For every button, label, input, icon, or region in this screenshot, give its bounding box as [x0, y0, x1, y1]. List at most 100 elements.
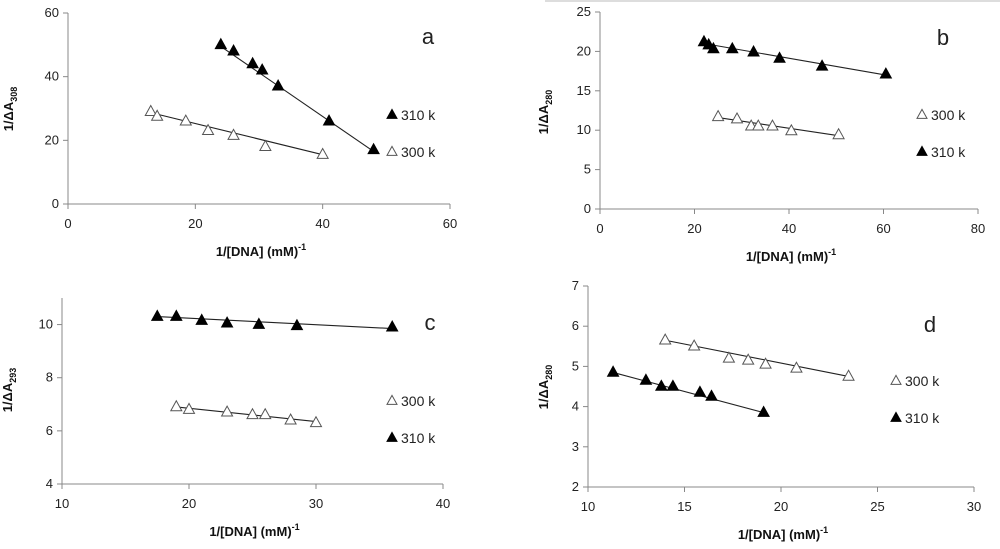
data-point: [751, 119, 765, 131]
data-point: [195, 313, 209, 325]
data-point: [259, 139, 272, 151]
series-filled-1: [606, 365, 770, 417]
y-tick-label: 7: [572, 278, 579, 293]
x-tick-label: 25: [870, 499, 884, 514]
y-tick-label: 6: [46, 423, 53, 438]
data-point: [246, 56, 259, 69]
x-tick-label: 20: [687, 221, 701, 236]
legend-entry: 300 k: [916, 107, 966, 123]
data-point: [220, 405, 234, 417]
data-point: [879, 67, 893, 79]
legend-label: 310 k: [401, 107, 436, 123]
series-open-0: [658, 333, 855, 381]
data-point: [766, 119, 779, 131]
legend-marker: [916, 108, 928, 119]
x-tick-label: 10: [581, 499, 595, 514]
data-point: [722, 351, 736, 363]
series-open-0: [169, 399, 323, 428]
y-axis-title: 1/ΔA280: [536, 365, 554, 410]
y-tick-label: 25: [577, 4, 591, 19]
y-tick-label: 2: [572, 479, 579, 494]
legend-entry: 310 k: [890, 410, 940, 426]
data-point: [255, 63, 269, 75]
x-tick-label: 20: [188, 216, 202, 231]
y-tick-label: 5: [572, 358, 579, 373]
data-point: [757, 405, 770, 417]
legend-marker: [890, 411, 902, 422]
data-point: [309, 415, 323, 428]
fit-line: [150, 112, 323, 156]
data-point: [144, 104, 158, 116]
y-tick-label: 10: [577, 122, 591, 137]
data-point: [179, 114, 193, 126]
x-tick-label: 10: [55, 496, 69, 511]
y-tick-label: 6: [572, 318, 579, 333]
legend-marker: [890, 374, 902, 385]
x-tick-label: 0: [64, 216, 71, 231]
data-point: [606, 365, 620, 377]
data-point: [773, 51, 786, 63]
x-tick-label: 20: [774, 499, 788, 514]
legend-entry: 300 k: [890, 373, 940, 389]
data-point: [290, 318, 304, 331]
series-filled-1: [697, 34, 893, 79]
series-open-1: [144, 104, 330, 159]
data-point: [730, 112, 744, 124]
data-point: [747, 45, 760, 57]
panel-letter: d: [924, 312, 936, 337]
x-tick-label: 0: [596, 221, 603, 236]
y-axis-title: 1/ΔA308: [1, 87, 19, 132]
data-point: [284, 413, 297, 425]
legend-marker: [386, 394, 398, 405]
legend-entry: 300 k: [386, 393, 436, 409]
legend-label: 310 k: [905, 410, 940, 426]
data-point: [227, 128, 240, 140]
x-tick-label: 60: [876, 221, 890, 236]
y-tick-label: 20: [577, 43, 591, 58]
chart-panel-c: 4 6 8 10 10 20 30 40 1/[DNA] (mM)-1 1/ΔA293 c 300 k…: [0, 298, 450, 539]
data-point: [707, 41, 720, 54]
legend-entry: 310 k: [386, 107, 436, 123]
data-point: [385, 320, 399, 332]
y-tick-label: 0: [584, 201, 591, 216]
x-axis-title: 1/[DNA] (mM)-1: [216, 242, 306, 259]
legend-entry: 310 k: [916, 144, 966, 160]
legend-entry: 310 k: [386, 430, 436, 446]
legend-marker: [916, 145, 928, 156]
data-point: [252, 317, 266, 329]
data-point: [322, 114, 336, 126]
panel-letter: c: [425, 310, 436, 335]
x-tick-label: 40: [782, 221, 796, 236]
legend-label: 300 k: [931, 107, 966, 123]
series-filled-1: [150, 309, 399, 332]
data-point: [150, 309, 164, 321]
data-point: [169, 309, 183, 321]
data-point: [741, 353, 755, 365]
data-point: [182, 402, 196, 414]
data-point: [687, 339, 701, 351]
data-point: [169, 399, 183, 412]
legend-label: 300 k: [401, 393, 436, 409]
data-point: [815, 59, 829, 71]
data-point: [790, 361, 803, 373]
x-tick-label: 15: [677, 499, 691, 514]
y-tick-label: 10: [39, 317, 53, 332]
legend-marker: [386, 431, 398, 442]
y-tick-label: 8: [46, 370, 53, 385]
data-point: [258, 407, 272, 420]
x-tick-label: 40: [436, 496, 450, 511]
data-point: [759, 357, 772, 369]
y-tick-label: 60: [45, 5, 59, 20]
x-tick-label: 30: [309, 496, 323, 511]
legend-label: 300 k: [905, 373, 940, 389]
data-point: [654, 379, 668, 391]
series-open-0: [711, 109, 845, 140]
legend-label: 310 k: [931, 144, 966, 160]
y-tick-label: 4: [46, 476, 53, 491]
y-tick-label: 3: [572, 439, 579, 454]
legend-label: 300 k: [401, 144, 436, 160]
data-point: [220, 316, 234, 328]
y-tick-label: 0: [52, 196, 59, 211]
data-point: [725, 41, 739, 54]
